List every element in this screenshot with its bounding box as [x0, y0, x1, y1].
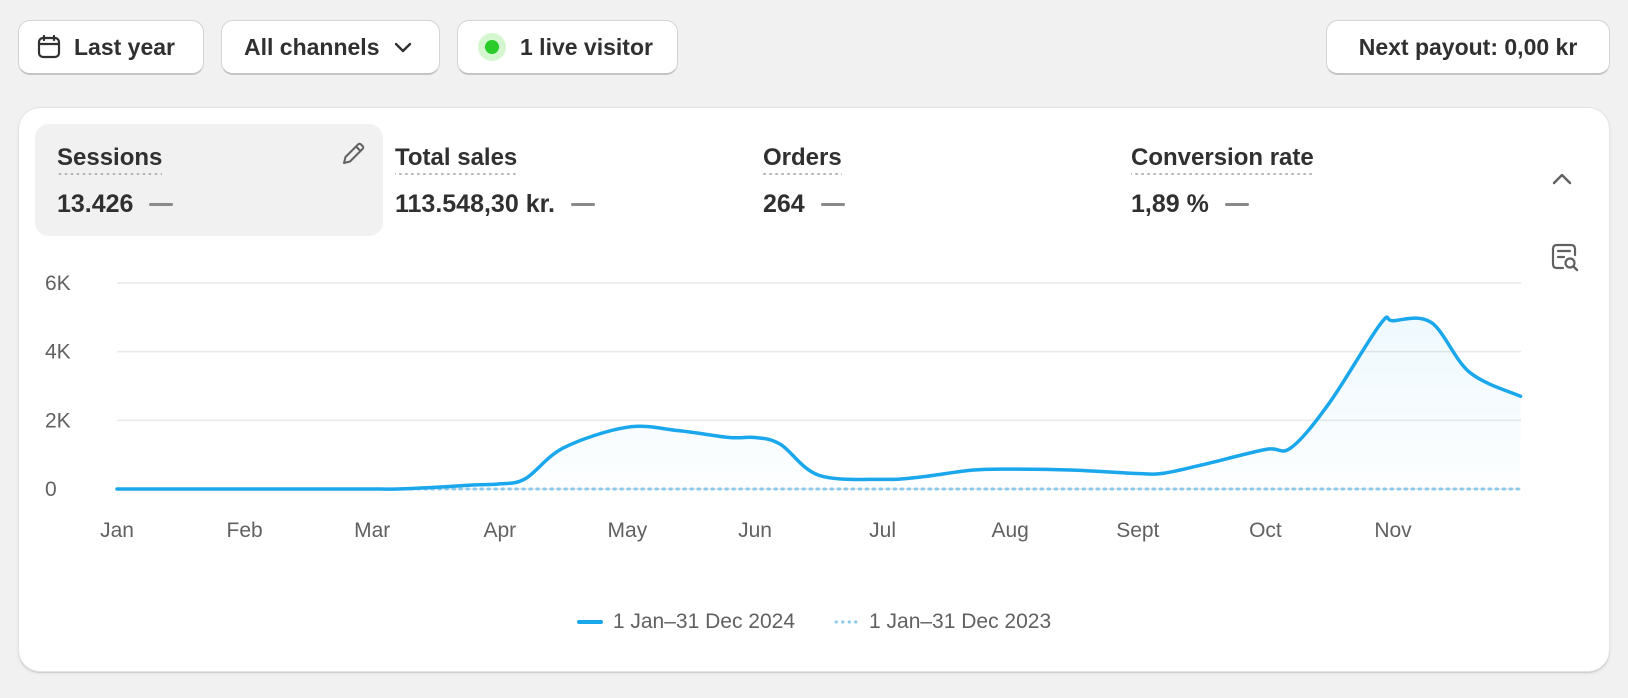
next-payout-label: Next payout: 0,00 kr: [1358, 33, 1578, 60]
metric-value: 113.548,30 kr.: [395, 190, 555, 218]
legend-label: 1 Jan–31 Dec 2023: [869, 610, 1052, 633]
x-tick-label: Jul: [869, 519, 896, 542]
x-tick-label: Jun: [738, 519, 772, 542]
y-tick-label: 4K: [45, 341, 71, 364]
metric-label: Conversion rate: [1131, 144, 1314, 175]
trend-dash-icon: [820, 203, 845, 206]
x-tick-label: Nov: [1374, 519, 1412, 542]
metric-value-row: 1,89 %: [1131, 190, 1249, 219]
metric-value-row: 113.548,30 kr.: [395, 190, 595, 219]
legend-item-2023[interactable]: 1 Jan–31 Dec 2023: [833, 610, 1051, 634]
legend-item-2024[interactable]: 1 Jan–31 Dec 2024: [576, 610, 795, 634]
series-line-2024: [115, 315, 1523, 491]
x-tick-label: Mar: [354, 519, 390, 542]
x-tick-label: May: [608, 519, 648, 542]
metric-value-row: 264: [763, 190, 845, 219]
x-tick-label: Aug: [992, 519, 1029, 542]
x-tick-label: Sept: [1116, 519, 1159, 542]
calendar-icon: [36, 34, 62, 60]
y-tick-label: 6K: [45, 272, 71, 295]
live-status-dot: [478, 33, 506, 61]
sessions-overview-card: Sessions 13.426 Total sales 113.548,30 k…: [18, 107, 1610, 672]
metric-tab-conversion-rate[interactable]: Conversion rate 1,89 %: [1131, 124, 1511, 236]
channels-label: All channels: [244, 33, 380, 60]
legend-swatch-solid: [576, 620, 603, 624]
chevron-down-icon: [393, 40, 413, 54]
channels-dropdown[interactable]: All channels: [221, 20, 440, 75]
trend-dash-icon: [1224, 203, 1249, 206]
live-visitors-label: 1 live visitor: [520, 33, 653, 60]
y-tick-label: 2K: [45, 409, 71, 432]
x-tick-label: Feb: [227, 519, 263, 542]
metric-value: 13.426: [57, 190, 134, 218]
x-tick-label: Apr: [483, 519, 516, 542]
metric-label: Total sales: [395, 144, 518, 175]
chevron-up-icon[interactable]: [1549, 170, 1575, 191]
sessions-line-chart: 6K 4K 2K 0 Jan Feb Mar Apr May Jun Jul Aug Sept Oct No…: [45, 272, 1523, 542]
x-tick-label: Oct: [1249, 519, 1282, 542]
metric-value-row: 13.426: [57, 190, 174, 219]
metric-tab-total-sales[interactable]: Total sales 113.548,30 kr.: [395, 124, 735, 236]
chart-legend: 1 Jan–31 Dec 2024 1 Jan–31 Dec 2023: [19, 610, 1609, 634]
next-payout-button[interactable]: Next payout: 0,00 kr: [1326, 20, 1610, 75]
trend-dash-icon: [570, 203, 595, 206]
metric-value: 264: [763, 190, 805, 218]
pencil-icon[interactable]: [339, 140, 367, 173]
live-visitors-button[interactable]: 1 live visitor: [457, 20, 678, 75]
report-search-icon[interactable]: [1549, 242, 1581, 279]
date-range-label: Last year: [74, 33, 176, 60]
y-tick-label: 0: [45, 478, 57, 501]
legend-swatch-dotted: [833, 620, 859, 624]
date-range-button[interactable]: Last year: [18, 20, 204, 75]
metric-tab-sessions[interactable]: Sessions 13.426: [35, 124, 383, 236]
trend-dash-icon: [149, 203, 174, 206]
metric-value: 1,89 %: [1131, 190, 1209, 218]
metric-label: Orders: [763, 144, 842, 175]
x-tick-label: Jan: [100, 519, 134, 542]
legend-label: 1 Jan–31 Dec 2024: [612, 610, 795, 633]
metric-label: Sessions: [57, 144, 163, 175]
series-area-2024: [117, 317, 1521, 490]
metric-tab-orders[interactable]: Orders 264: [763, 124, 1103, 236]
